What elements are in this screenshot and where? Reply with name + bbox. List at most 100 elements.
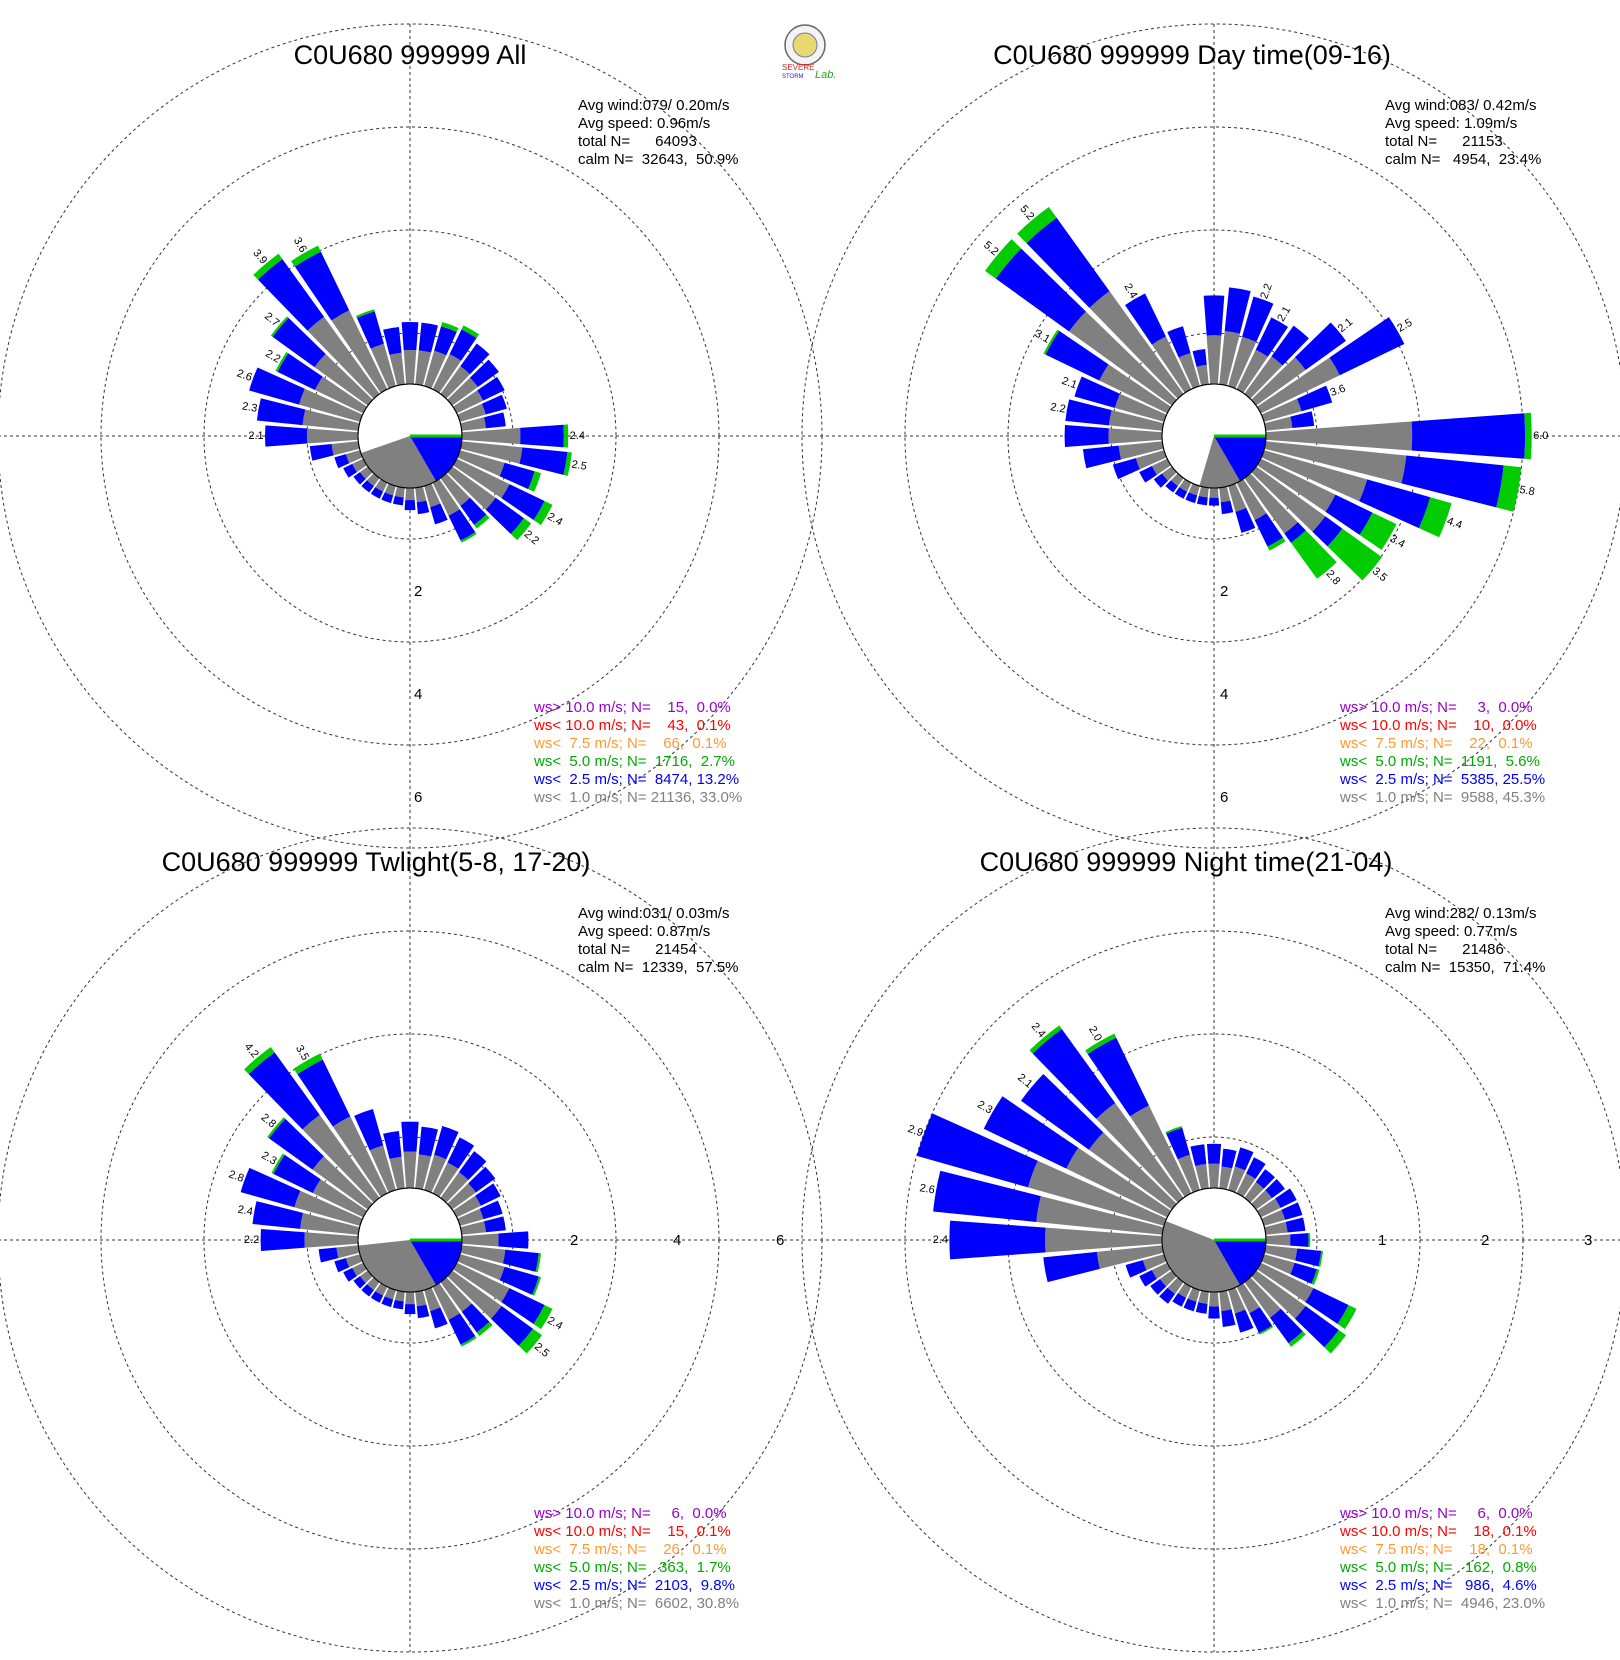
direction-bar xyxy=(1257,1262,1357,1329)
bar-segment-lt-1 xyxy=(1251,466,1326,532)
bar-segment-lt-2-5 xyxy=(1221,1148,1237,1169)
bar-segment-lt-1 xyxy=(432,1283,460,1320)
bar-segment-lt-2-5 xyxy=(1208,497,1220,506)
bar-segment-lt-1 xyxy=(1198,1290,1209,1304)
direction-bar xyxy=(249,367,363,422)
bar-segment-lt-1 xyxy=(1161,466,1177,481)
bar-segment-lt-2-5 xyxy=(273,1154,321,1193)
direction-bar xyxy=(1165,1126,1200,1193)
bar-segment-lt-2-5 xyxy=(1284,522,1306,543)
bar-segment-lt-5 xyxy=(1327,528,1382,581)
bar-segment-lt-2-5 xyxy=(1183,1298,1197,1312)
direction-bar xyxy=(1244,325,1309,399)
bar-segment-lt-1 xyxy=(352,1262,367,1277)
bar-segment-lt-2-5 xyxy=(264,425,308,447)
bar-value-label: 2.1 xyxy=(248,430,263,442)
bar-segment-lt-2-5 xyxy=(1166,1127,1190,1160)
direction-bar xyxy=(432,325,480,393)
bar-value-label: 2.8 xyxy=(227,1168,245,1185)
bar-segment-lt-1 xyxy=(394,486,405,498)
bar-segment-lt-2-5 xyxy=(1234,1309,1254,1333)
bar-segment-lt-1 xyxy=(1236,349,1268,393)
bar-segment-lt-5 xyxy=(1029,1025,1062,1054)
bar-segment-lt-1 xyxy=(1209,1291,1219,1307)
bar-segment-lt-1 xyxy=(294,1190,363,1226)
bar-segment-lt-2-5 xyxy=(477,376,505,401)
bar-segment-lt-5 xyxy=(1017,207,1057,244)
direction-bar xyxy=(1244,1277,1306,1347)
bar-segment-lt-5 xyxy=(476,1321,493,1337)
bar-segment-lt-1 xyxy=(1265,421,1413,451)
direction-bar xyxy=(260,1229,359,1251)
speed-legend: ws> 10.0 m/s; N= 6, 0.0% ws< 10.0 m/s; N… xyxy=(533,1505,739,1612)
direction-bar xyxy=(401,321,419,385)
legend-entry: ws< 1.0 m/s; N= 21136, 33.0% xyxy=(533,789,742,806)
bar-value-label: 2.4 xyxy=(570,430,585,442)
bar-value-label: 2.4 xyxy=(933,1234,948,1246)
bar-segment-lt-1 xyxy=(1219,486,1231,503)
bar-segment-lt-5 xyxy=(460,532,477,543)
calm-share-wedge xyxy=(1199,436,1240,488)
direction-bar xyxy=(453,376,505,414)
legend-entry: ws< 2.5 m/s; N= 5385, 25.5% xyxy=(1339,771,1545,788)
bar-segment-lt-2-5 xyxy=(1125,293,1166,345)
bar-segment-lt-1 xyxy=(1036,1196,1164,1235)
bar-segment-lt-1 xyxy=(1151,458,1171,475)
bar-segment-lt-5 xyxy=(244,1046,275,1075)
bar-segment-lt-1 xyxy=(1264,1245,1298,1261)
bar-segment-lt-1 xyxy=(314,376,367,414)
bar-segment-lt-5 xyxy=(533,1305,553,1329)
bar-segment-lt-2-5 xyxy=(448,509,476,541)
bar-segment-lt-1 xyxy=(312,1179,367,1218)
bar-segment-lt-2-5 xyxy=(416,1304,430,1319)
bar-segment-lt-5 xyxy=(293,1053,323,1075)
bar-segment-lt-1 xyxy=(1251,1270,1306,1319)
direction-bar xyxy=(1208,487,1220,506)
direction-bar xyxy=(424,1287,448,1329)
bar-segment-lt-2-5 xyxy=(240,1167,301,1208)
direction-bar xyxy=(1085,1033,1192,1197)
bar-value-label: 2.4 xyxy=(237,1204,254,1218)
direction-bar xyxy=(424,483,448,525)
bar-segment-lt-1 xyxy=(1045,1227,1163,1253)
bar-segment-lt-1 xyxy=(1118,441,1164,460)
bar-segment-lt-1 xyxy=(332,1116,388,1197)
bar-segment-lt-1 xyxy=(366,1277,380,1291)
bar-segment-lt-2-5 xyxy=(257,259,325,331)
direction-bar xyxy=(457,450,542,492)
bar-segment-lt-1 xyxy=(424,350,447,389)
bar-segment-lt-2-5 xyxy=(430,503,448,525)
direction-bar xyxy=(1261,1254,1320,1285)
bar-segment-lt-1 xyxy=(405,487,415,501)
bar-segment-lt-2-5 xyxy=(1224,287,1251,334)
direction-bar xyxy=(1064,425,1163,447)
bar-segment-lt-1 xyxy=(375,1283,388,1296)
bar-segment-lt-5 xyxy=(510,518,532,541)
direction-bar xyxy=(1261,450,1452,538)
direction-bar xyxy=(354,1108,396,1193)
bar-segment-lt-1 xyxy=(304,1232,359,1248)
bar-segment-lt-1 xyxy=(389,352,405,386)
bar-segment-lt-2-5 xyxy=(1249,1307,1273,1334)
ring-tick-labels: 2 4 6 xyxy=(570,1232,784,1249)
bar-segment-lt-1 xyxy=(1069,311,1177,406)
legend-entry: ws< 10.0 m/s; N= 18, 0.1% xyxy=(1339,1523,1537,1540)
bar-segment-lt-2-5 xyxy=(1220,500,1234,515)
direction-bar xyxy=(1082,441,1164,469)
bar-segment-lt-2-5 xyxy=(416,500,430,515)
info-block: Avg wind:079/ 0.20m/s Avg speed: 0.96m/s… xyxy=(578,97,739,168)
bar-segment-lt-2-5 xyxy=(1275,1188,1297,1208)
avg-wind-text: Avg wind:079/ 0.20m/s xyxy=(578,97,729,114)
bar-segment-lt-1 xyxy=(1236,1173,1256,1197)
bar-segment-lt-5 xyxy=(270,316,289,337)
bar-segment-lt-1 xyxy=(447,1183,476,1210)
logo-lab-text: Lab. xyxy=(815,69,836,81)
bar-segment-lt-1 xyxy=(1114,393,1167,422)
bar-segment-lt-2-5 xyxy=(1285,1217,1306,1233)
direction-bar xyxy=(1172,1283,1192,1307)
bar-segment-lt-2-5 xyxy=(370,1291,384,1303)
bar-segment-lt-2-5 xyxy=(1206,1143,1222,1164)
bar-segment-lt-1 xyxy=(394,1290,405,1302)
bar-segment-lt-1 xyxy=(440,1172,469,1203)
direction-bar xyxy=(1167,326,1200,389)
